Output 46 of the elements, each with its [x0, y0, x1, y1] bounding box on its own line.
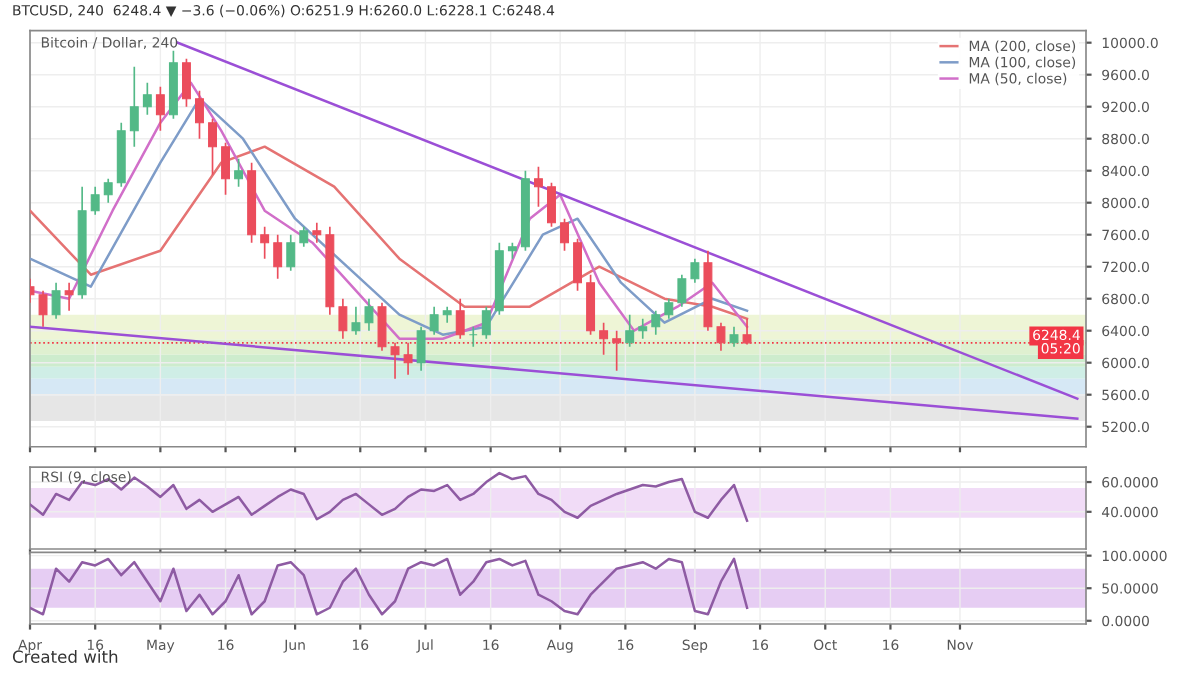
candlestick [312, 221, 322, 244]
candlestick [260, 225, 270, 260]
candlestick [638, 317, 648, 340]
candlestick [533, 165, 543, 208]
candlestick [547, 181, 556, 228]
candlestick [677, 273, 687, 308]
candlestick [599, 321, 609, 356]
candlestick [38, 289, 48, 328]
candlestick [729, 325, 739, 348]
candlestick [625, 313, 635, 348]
candlestick [181, 57, 191, 108]
candlestick [129, 65, 139, 148]
candlestick [612, 329, 622, 372]
candlestick [208, 117, 217, 176]
candlestick [416, 325, 426, 372]
candlestick [195, 89, 204, 140]
candlestick [573, 237, 583, 292]
line-series [30, 471, 749, 522]
candlestick [481, 305, 491, 340]
candlestick [690, 257, 700, 284]
candlestick [51, 281, 61, 320]
line-series [30, 557, 749, 616]
candlestick [429, 305, 439, 336]
candlestick [221, 141, 231, 196]
candlestick [338, 297, 348, 340]
candlestick [64, 281, 74, 312]
candlestick [299, 225, 309, 248]
candlestick [273, 233, 283, 280]
candlestick [103, 177, 113, 204]
text: Created with [12, 650, 118, 663]
candlestick [90, 185, 100, 216]
candlestick [716, 321, 726, 352]
candlestick [403, 341, 413, 376]
line-series [30, 145, 749, 320]
candlestick [351, 305, 361, 336]
candlestick [155, 85, 165, 132]
candlestick [664, 297, 674, 320]
candlestick [651, 309, 661, 336]
candlestick [455, 297, 465, 340]
candlestick [142, 81, 152, 116]
candlestick [742, 317, 752, 346]
candlestick [364, 297, 374, 332]
candlestick [286, 233, 296, 272]
candlestick [560, 217, 569, 252]
candlestick [234, 157, 244, 188]
candlestick [586, 273, 596, 336]
